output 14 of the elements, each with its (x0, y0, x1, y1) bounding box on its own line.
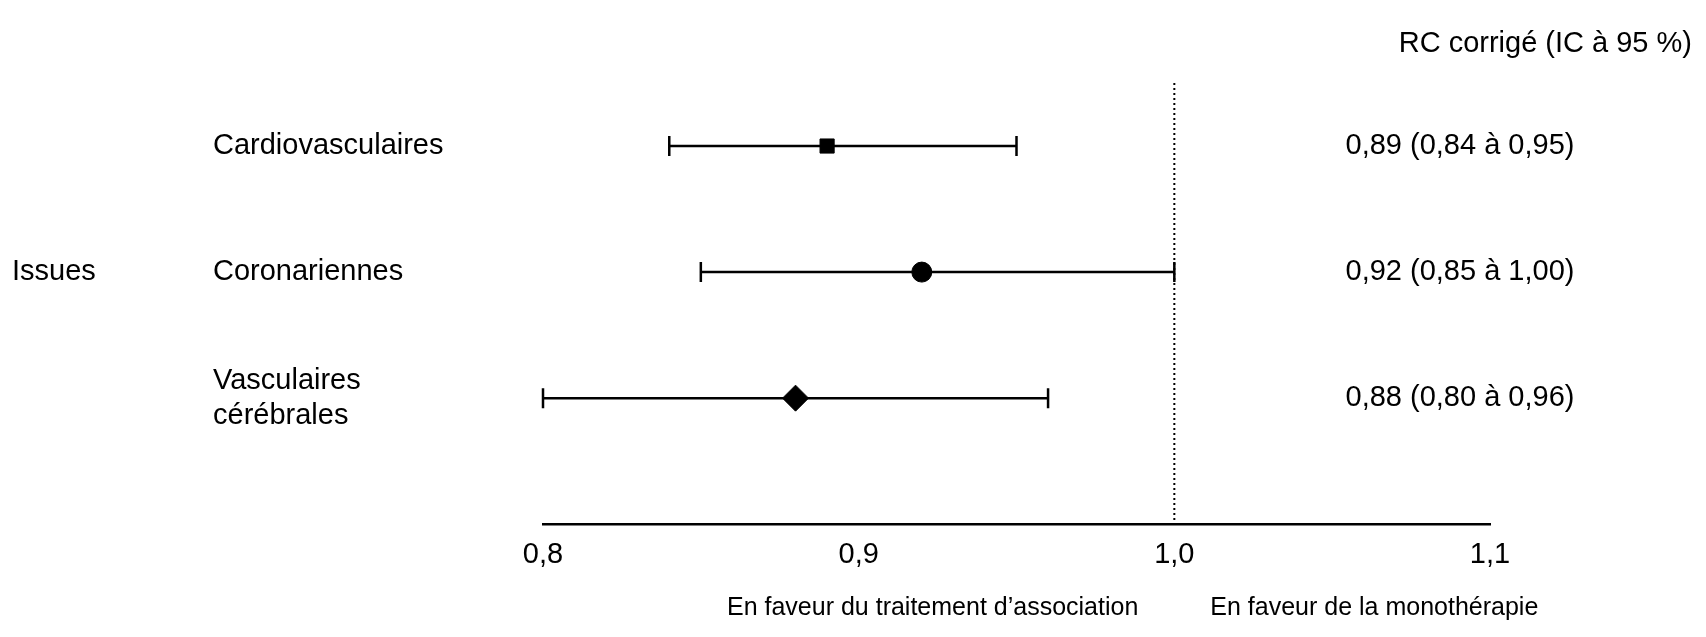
text: En faveur du traitement d’association (726, 591, 1139, 620)
y-tick-label: Coronariennes (213, 254, 404, 287)
y-axis-title: Issues (12, 254, 96, 287)
x-tick-label: 1,1 (1469, 536, 1511, 569)
y-tick-label: Vasculaires cérébrales (213, 362, 361, 430)
y-tick-label: Cardiovasculaires (213, 128, 444, 161)
x-tick-label: 1,0 (1154, 536, 1195, 569)
x-tick-label: 0,8 (522, 536, 564, 569)
chart-title: RC corrigé (IC à 95 %) (1398, 26, 1692, 58)
annotation: 0,89 (0,84 à 0,95) (1345, 128, 1575, 161)
x-tick-label: 0,9 (838, 536, 879, 569)
annotation: 0,88 (0,80 à 0,96) (1345, 380, 1575, 413)
annotation: 0,92 (0,85 à 1,00) (1345, 254, 1575, 287)
text: En faveur de la monothérapie (1210, 591, 1539, 620)
